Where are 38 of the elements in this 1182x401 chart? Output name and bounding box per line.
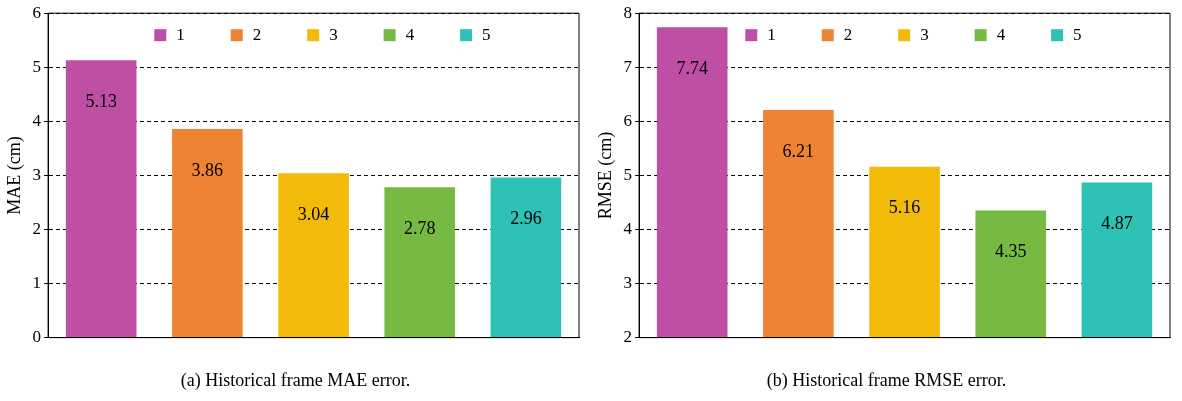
y-tick-label: 5 (623, 164, 633, 184)
legend-label: 3 (329, 24, 338, 44)
data-label: 4.35 (994, 241, 1027, 262)
y-tick-label: 4 (32, 110, 42, 130)
legend-label: 2 (252, 24, 262, 44)
y-axis-title: RMSE (cm) (594, 131, 616, 220)
legend-label: 5 (1073, 24, 1082, 44)
legend-label: 4 (405, 24, 415, 44)
text: (b) Historical frame RMSE error. (765, 370, 1008, 391)
data-label: 5.16 (888, 197, 921, 218)
legend-label: 4 (996, 24, 1006, 44)
data-label: 3.04 (297, 203, 330, 224)
y-tick-label: 8 (623, 2, 633, 22)
y-tick-label: 1 (32, 273, 42, 292)
data-label: 2.78 (403, 218, 436, 239)
legend-label: 1 (767, 24, 776, 44)
legend-label: 3 (920, 24, 929, 44)
y-tick-label: 3 (32, 164, 42, 184)
data-label: 4.87 (1101, 213, 1133, 234)
y-tick-label: 6 (623, 110, 633, 130)
y-tick-label: 4 (623, 218, 633, 238)
data-label: 5.13 (85, 90, 117, 111)
y-tick-label: 0 (32, 327, 42, 347)
y-tick-label: 6 (32, 2, 42, 22)
y-axis-title: MAE (cm) (3, 136, 25, 215)
data-label: 6.21 (782, 140, 815, 161)
y-tick-label: 2 (623, 327, 633, 347)
legend-label: 1 (176, 24, 185, 44)
y-tick-label: 5 (32, 56, 42, 76)
y-tick-label: 3 (623, 273, 633, 292)
legend-label: 5 (482, 24, 491, 44)
legend-label: 2 (843, 24, 853, 44)
y-tick-label: 2 (32, 218, 42, 238)
text: (a) Historical frame MAE error. (179, 370, 412, 391)
y-tick-label: 7 (623, 56, 633, 76)
data-label: 3.86 (191, 159, 224, 180)
data-label: 7.74 (676, 57, 708, 78)
data-label: 2.96 (510, 208, 542, 229)
